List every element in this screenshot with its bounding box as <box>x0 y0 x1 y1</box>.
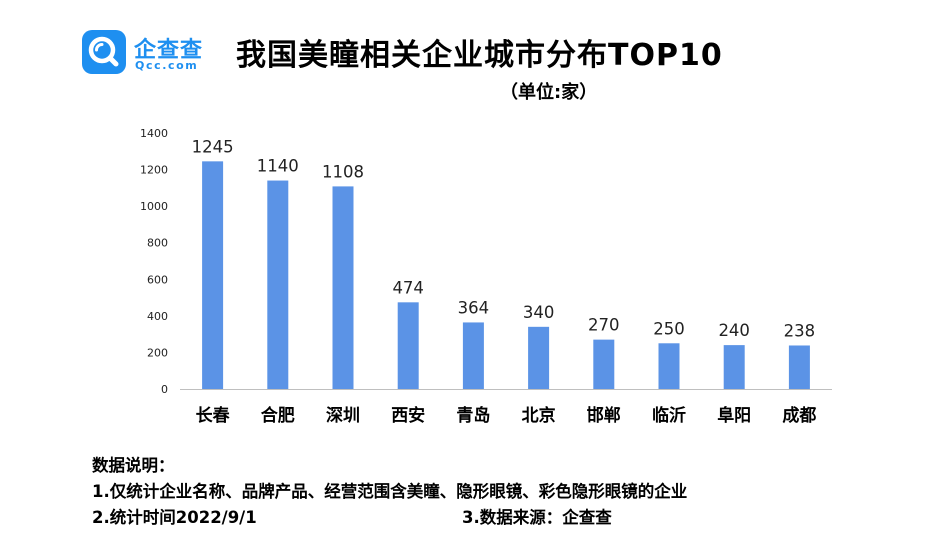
x-tick-label: 阜阳 <box>717 405 751 426</box>
x-tick-label: 青岛 <box>456 405 490 426</box>
logo-name-en: Qcc.com <box>135 59 199 72</box>
bar <box>202 161 224 389</box>
data-label: 1108 <box>322 162 364 181</box>
notes-heading: 数据说明： <box>92 456 175 475</box>
bar <box>788 345 810 389</box>
y-tick-label: 600 <box>147 273 168 286</box>
y-tick-label: 800 <box>147 237 168 250</box>
x-tick-label: 西安 <box>391 405 425 426</box>
qcc-logo: 企查查 Qcc.com <box>82 30 222 74</box>
data-label: 270 <box>588 316 620 335</box>
data-label: 1245 <box>192 137 234 156</box>
x-tick-label: 邯郸 <box>587 405 621 426</box>
y-tick-label: 200 <box>147 346 168 359</box>
qcc-logo-icon <box>82 30 126 74</box>
x-tick-label: 临沂 <box>652 405 686 426</box>
logo-name-cn: 企查查 <box>134 38 204 63</box>
note-scope: 1.仅统计企业名称、品牌产品、经营范围含美瞳、隐形眼镜、彩色隐形眼镜的企业 <box>92 482 688 501</box>
y-tick-label: 400 <box>147 310 168 323</box>
x-tick-label: 合肥 <box>261 405 295 426</box>
bar <box>267 180 289 389</box>
data-label: 1140 <box>257 157 299 176</box>
chart-subtitle: （单位:家） <box>500 82 598 103</box>
x-tick-label: 长春 <box>196 405 230 426</box>
chart-title: 我国美瞳相关企业城市分布TOP10 <box>236 38 723 73</box>
y-tick-label: 1200 <box>140 164 168 177</box>
bar <box>658 343 680 389</box>
data-label: 340 <box>523 303 555 322</box>
bar <box>462 322 484 389</box>
note-date: 2.统计时间2022/9/1 <box>92 508 257 527</box>
y-tick-label: 0 <box>161 383 168 396</box>
y-tick-label: 1000 <box>140 200 168 213</box>
bar <box>723 345 745 389</box>
data-label: 238 <box>784 321 816 340</box>
bar <box>528 326 550 389</box>
bar <box>332 186 354 389</box>
x-tick-label: 深圳 <box>326 405 360 426</box>
bar <box>593 339 615 389</box>
note-source: 3.数据来源：企查查 <box>462 508 612 527</box>
data-label: 474 <box>392 278 424 297</box>
data-label: 250 <box>653 319 685 338</box>
x-tick-label: 北京 <box>522 405 556 426</box>
y-tick-label: 1400 <box>140 127 168 140</box>
data-label: 364 <box>458 298 490 317</box>
x-tick-label: 成都 <box>782 405 816 426</box>
bar <box>397 302 419 389</box>
data-label: 240 <box>718 321 750 340</box>
